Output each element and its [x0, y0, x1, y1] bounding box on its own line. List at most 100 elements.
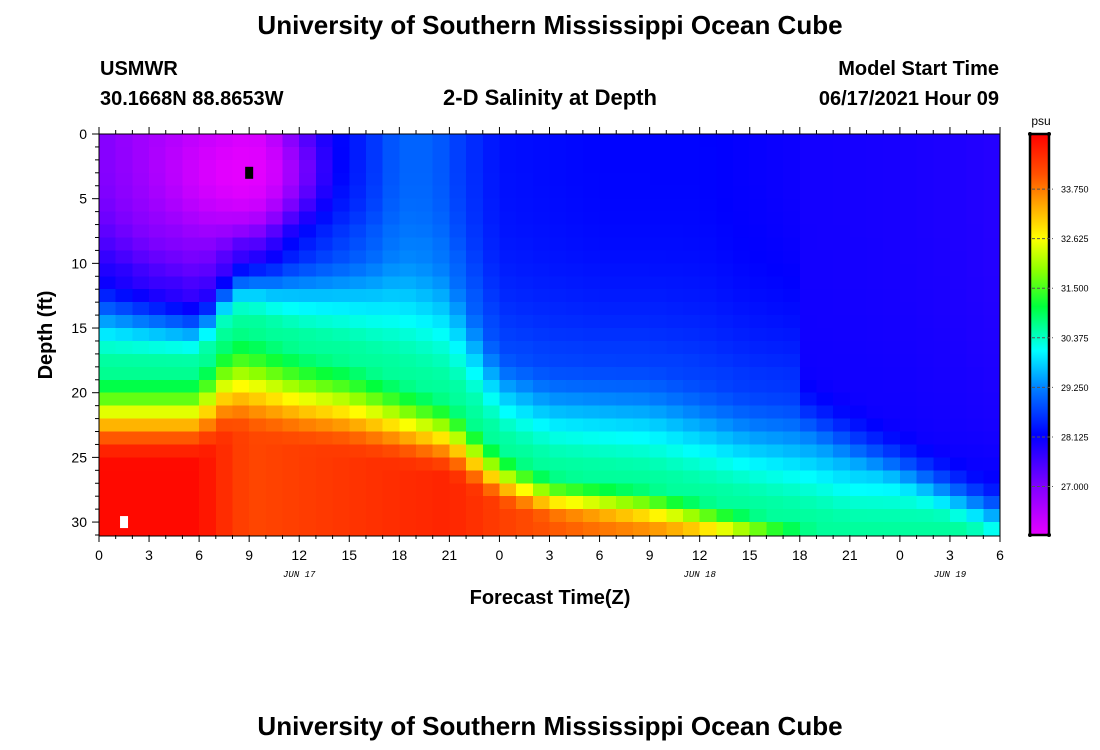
heatmap-cell: [599, 379, 617, 394]
heatmap-cell: [299, 237, 317, 252]
heatmap-cell: [365, 457, 384, 471]
heatmap-cell: [883, 431, 901, 446]
heatmap-cell: [632, 483, 651, 497]
heatmap-cell: [499, 198, 517, 213]
heatmap-cell: [733, 134, 751, 148]
heatmap-cell: [449, 366, 467, 381]
heatmap-cell: [733, 509, 751, 523]
heatmap-cell: [666, 134, 684, 148]
heatmap-cell: [699, 418, 717, 433]
heatmap-cell: [482, 250, 501, 264]
heatmap-cell: [933, 315, 951, 329]
heatmap-cell: [332, 509, 350, 523]
heatmap-cell: [966, 134, 984, 148]
heatmap-cell: [949, 444, 968, 458]
heatmap-cell: [799, 159, 818, 174]
heatmap-cell: [783, 289, 801, 303]
heatmap-cell: [265, 392, 284, 407]
heatmap-cell: [432, 418, 450, 433]
heatmap-cell: [716, 146, 734, 161]
heatmap-cell: [432, 211, 450, 226]
heatmap-cell: [432, 379, 450, 394]
heatmap-cell: [315, 185, 334, 200]
heatmap-cell: [299, 302, 317, 316]
y-tick-label: 5: [79, 191, 87, 207]
heatmap-cell: [616, 263, 634, 277]
heatmap-cell: [666, 353, 684, 368]
heatmap-cell: [616, 315, 634, 329]
heatmap-cell: [816, 198, 834, 213]
heatmap-cell: [182, 276, 200, 290]
heatmap-cell: [716, 392, 734, 407]
heatmap-cell: [649, 392, 667, 407]
heatmap-cell: [549, 418, 567, 433]
heatmap-cell: [149, 159, 167, 174]
heatmap-cell: [699, 134, 717, 148]
heatmap-cell: [165, 328, 184, 342]
heatmap-cell: [599, 444, 617, 458]
heatmap-cell: [699, 276, 717, 290]
heatmap-cell: [749, 431, 768, 446]
heatmap-cell: [432, 263, 450, 277]
heatmap-cell: [182, 237, 200, 252]
heatmap-cell: [516, 172, 534, 187]
heatmap-cell: [532, 263, 551, 277]
heatmap-cell: [866, 250, 884, 264]
x-tick-label: 18: [792, 547, 808, 563]
heatmap-cell: [282, 250, 300, 264]
heatmap-cell: [332, 134, 350, 148]
heatmap-cell: [466, 276, 484, 290]
heatmap-cell: [899, 263, 918, 277]
heatmap-cell: [549, 224, 567, 239]
y-tick-label: 20: [71, 385, 87, 401]
heatmap-cell: [749, 146, 768, 161]
heatmap-cell: [682, 509, 701, 523]
x-date-label: JUN 18: [683, 570, 716, 580]
heatmap-cell: [265, 159, 284, 174]
heatmap-cell: [833, 146, 851, 161]
heatmap-cell: [666, 431, 684, 446]
heatmap-cell: [299, 379, 317, 394]
heatmap-cell: [783, 366, 801, 381]
heatmap-cell: [966, 418, 984, 433]
heatmap-cell: [466, 418, 484, 433]
heatmap-cell: [933, 134, 951, 148]
heatmap-cell: [599, 431, 617, 446]
heatmap-cell: [516, 483, 534, 497]
heatmap-cell: [666, 315, 684, 329]
heatmap-cell: [949, 470, 968, 484]
heatmap-cell: [649, 522, 667, 536]
heatmap-cell: [232, 366, 250, 381]
heatmap-cell: [516, 146, 534, 161]
heatmap-cell: [766, 146, 784, 161]
heatmap-cell: [966, 328, 984, 342]
heatmap-cell: [783, 237, 801, 252]
heatmap-cell: [716, 289, 734, 303]
heatmap-cell: [682, 250, 701, 264]
heatmap-cell: [416, 483, 434, 497]
heatmap-cell: [332, 418, 350, 433]
heatmap-cell: [949, 522, 968, 536]
heatmap-cell: [599, 134, 617, 148]
heatmap-cell: [766, 172, 784, 187]
heatmap-cell: [249, 392, 267, 407]
heatmap-cell: [783, 379, 801, 394]
heatmap-cell: [132, 185, 150, 200]
heatmap-cell: [849, 237, 868, 252]
heatmap-cell: [899, 146, 918, 161]
heatmap-cell: [149, 211, 167, 226]
heatmap-cell: [816, 483, 834, 497]
heatmap-cell: [399, 289, 417, 303]
heatmap-cell: [983, 457, 1001, 471]
heatmap-cell: [649, 444, 667, 458]
heatmap-cell: [816, 315, 834, 329]
heatmap-cell: [766, 431, 784, 446]
heatmap-cell: [849, 444, 868, 458]
heatmap-cell: [532, 431, 551, 446]
heatmap-cell: [199, 172, 217, 187]
heatmap-cell: [115, 496, 133, 510]
y-tick-label: 0: [79, 126, 87, 142]
heatmap-cell: [549, 146, 567, 161]
heatmap-cell: [783, 470, 801, 484]
heatmap-cell: [616, 392, 634, 407]
